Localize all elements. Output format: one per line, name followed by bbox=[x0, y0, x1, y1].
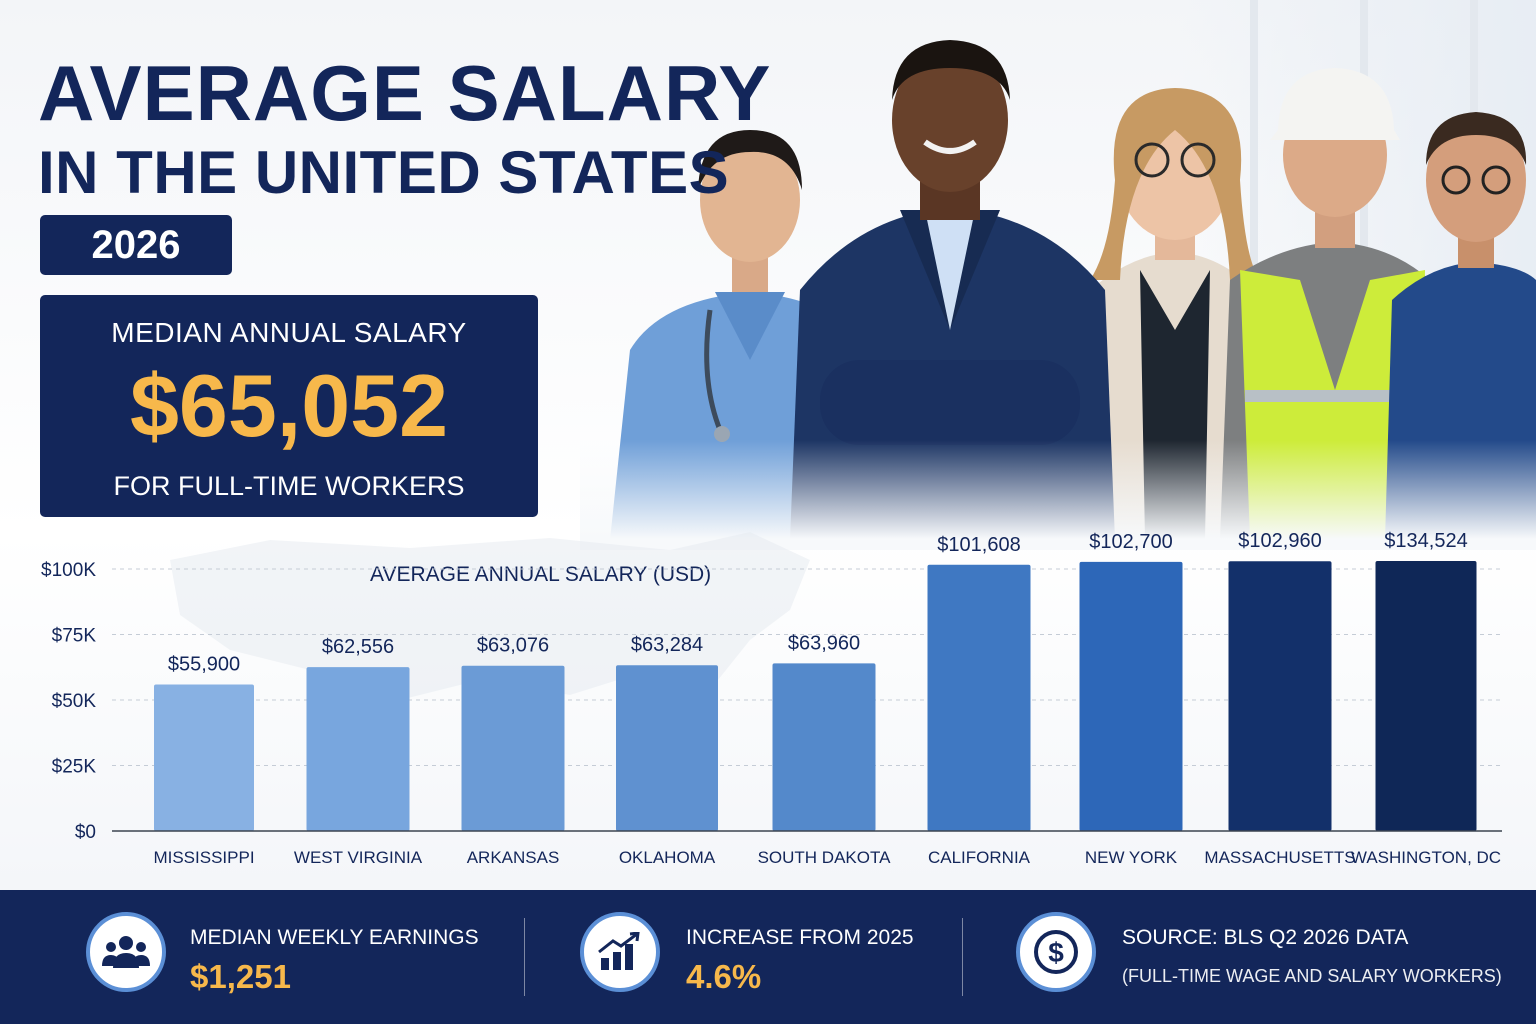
photo-fade bbox=[580, 440, 1536, 550]
x-category-label: OKLAHOMA bbox=[619, 848, 716, 867]
source-label: SOURCE: BLS Q2 2026 DATA bbox=[1122, 926, 1409, 949]
y-tick-label: $25K bbox=[52, 757, 97, 778]
bar bbox=[1079, 561, 1183, 831]
bar bbox=[772, 663, 876, 831]
x-category-label: WASHINGTON, DC bbox=[1351, 848, 1501, 867]
y-tick-label: $0 bbox=[75, 822, 96, 843]
svg-text:$: $ bbox=[1048, 937, 1064, 968]
source-note: (FULL-TIME WAGE AND SALARY WORKERS) bbox=[1122, 966, 1502, 986]
chart-title: AVERAGE ANNUAL SALARY (USD) bbox=[370, 563, 711, 586]
bar-value-label: $102,700 bbox=[1089, 531, 1172, 553]
median-salary-card: MEDIAN ANNUAL SALARY $65,052 FOR FULL-TI… bbox=[40, 295, 538, 517]
growth-chart-icon bbox=[580, 912, 660, 992]
x-category-label: ARKANSAS bbox=[467, 848, 560, 867]
median-salary-sublabel: FOR FULL-TIME WORKERS bbox=[113, 471, 465, 501]
median-salary-label: MEDIAN ANNUAL SALARY bbox=[111, 317, 467, 348]
year-badge: 2026 bbox=[40, 215, 232, 275]
bar-value-label: $63,284 bbox=[631, 634, 703, 656]
bar-value-label: $102,960 bbox=[1238, 530, 1321, 552]
x-category-label: SOUTH DAKOTA bbox=[758, 848, 892, 867]
x-category-label: CALIFORNIA bbox=[928, 848, 1031, 867]
bar bbox=[927, 564, 1031, 831]
y-tick-label: $50K bbox=[52, 691, 97, 712]
salary-bar-chart: AVERAGE ANNUAL SALARY (USD) $0 $25K $50K $7… bbox=[41, 530, 1502, 867]
increase-label: INCREASE FROM 2025 bbox=[686, 926, 914, 949]
bar-value-label: $101,608 bbox=[937, 534, 1020, 556]
bar-value-label: $63,076 bbox=[477, 635, 549, 657]
bar bbox=[306, 667, 410, 831]
bar-value-label: $55,900 bbox=[168, 654, 240, 676]
bar-value-label: $63,960 bbox=[788, 632, 860, 654]
y-tick-label: $75K bbox=[52, 626, 97, 647]
weekly-earnings-value: $1,251 bbox=[190, 958, 291, 995]
x-category-label: NEW YORK bbox=[1085, 848, 1178, 867]
footer-divider bbox=[524, 918, 525, 996]
x-category-label: MASSACHUSETTS bbox=[1204, 848, 1355, 867]
y-tick-label: $100K bbox=[41, 560, 96, 581]
bar-value-label: $134,524 bbox=[1384, 530, 1467, 552]
x-category-label: MISSISSIPPI bbox=[153, 848, 254, 867]
bar bbox=[461, 665, 565, 831]
x-category-label: WEST VIRGINIA bbox=[294, 848, 423, 867]
bar-value-label: $62,556 bbox=[322, 636, 394, 658]
bar bbox=[154, 684, 254, 831]
increase-value: 4.6% bbox=[686, 958, 762, 995]
us-map-silhouette bbox=[170, 532, 810, 700]
bar bbox=[616, 665, 718, 831]
page-subtitle: IN THE UNITED STATES bbox=[38, 139, 730, 206]
dollar-icon: $ bbox=[1016, 912, 1096, 992]
page-title: AVERAGE SALARY bbox=[38, 49, 772, 137]
footer-divider bbox=[962, 918, 963, 996]
people-icon bbox=[86, 912, 166, 992]
median-salary-value: $65,052 bbox=[129, 356, 449, 455]
bar bbox=[1228, 561, 1332, 831]
bar bbox=[1375, 561, 1477, 831]
weekly-earnings-label: MEDIAN WEEKLY EARNINGS bbox=[190, 926, 479, 949]
footer-stats-bar: MEDIAN WEEKLY EARNINGS $1,251 INCREASE F… bbox=[0, 890, 1536, 1024]
